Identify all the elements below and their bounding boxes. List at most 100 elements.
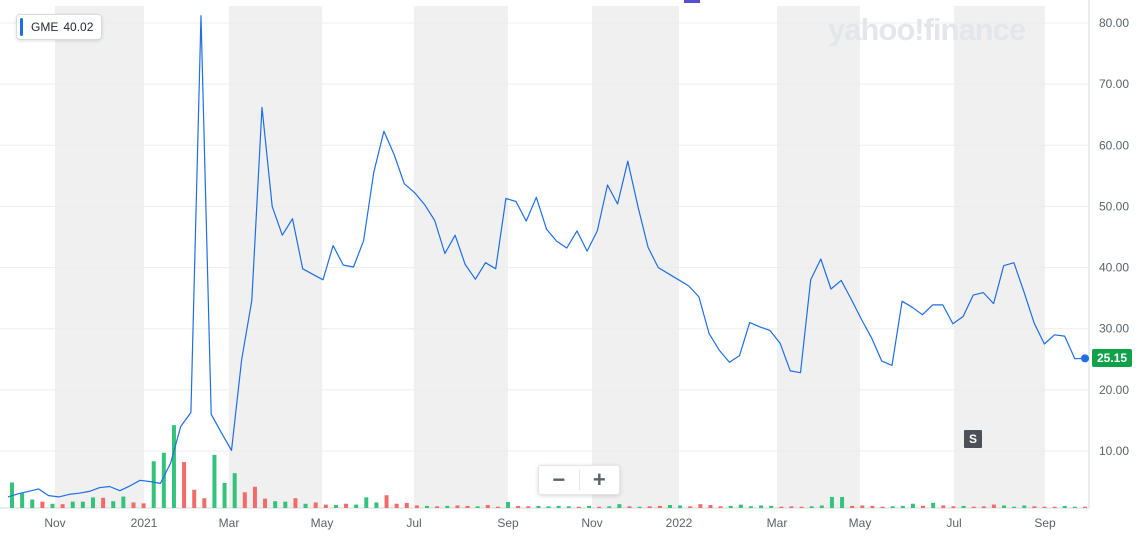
volume-bar	[485, 505, 490, 508]
zoom-out-button[interactable]: −	[552, 467, 566, 492]
volume-bar	[435, 506, 440, 508]
volume-bar	[90, 497, 95, 508]
volume-bar	[809, 506, 814, 508]
volume-bar	[1052, 506, 1057, 508]
volume-bar	[273, 501, 278, 508]
legend[interactable]: GME 40.02	[16, 14, 103, 40]
volume-bar	[759, 505, 764, 508]
shaded-band	[777, 6, 860, 508]
volume-bar	[546, 506, 551, 508]
volume-bar	[232, 473, 237, 508]
volume-bar	[951, 506, 956, 508]
volume-bar	[637, 506, 642, 508]
volume-bar	[900, 505, 905, 508]
price-series	[7, 15, 1089, 498]
volume-bar	[850, 505, 855, 508]
x-tick-label: 2022	[666, 516, 693, 530]
volume-bar	[819, 505, 824, 508]
shaded-band	[592, 6, 679, 508]
volume-bar	[202, 498, 207, 508]
volume-bar	[465, 505, 470, 508]
volume-bar	[890, 506, 895, 508]
volume-bar	[799, 506, 804, 508]
volume-bar	[1032, 506, 1037, 508]
volume-bar	[475, 506, 480, 508]
zoom-in-button[interactable]: +	[592, 467, 606, 492]
volume-bar	[354, 504, 359, 508]
volume-bar	[80, 501, 85, 508]
volume-bar	[1012, 506, 1017, 508]
volume-bar	[263, 498, 268, 508]
x-tick-label: Mar	[767, 516, 788, 530]
volume-bar	[171, 425, 176, 508]
volume-bar	[617, 504, 622, 508]
volume-bar	[344, 503, 349, 508]
shaded-band	[954, 6, 1045, 508]
x-axis: Nov 2021 Mar May Jul Sep Nov 2022 Mar May Jul Sep	[44, 516, 1056, 530]
volume-bar	[981, 506, 986, 508]
volume-bar	[50, 503, 55, 508]
price-line	[7, 15, 1086, 498]
volume-bar	[222, 482, 227, 508]
volume-bar	[445, 505, 450, 508]
volume-bar	[313, 502, 318, 508]
volume-bar	[60, 504, 65, 508]
volume-bar	[931, 502, 936, 508]
volume-bar	[779, 506, 784, 508]
volume-bar	[374, 502, 379, 508]
volume-bar	[131, 502, 136, 508]
x-tick-label: Sep	[1034, 516, 1056, 530]
volume-bar	[101, 497, 106, 508]
y-tick-label: 80.00	[1099, 16, 1129, 30]
volume-bar	[708, 505, 713, 508]
volume-bar	[182, 462, 187, 508]
zoom-divider	[578, 470, 580, 490]
x-tick-label: Jul	[406, 516, 421, 530]
volume-bar	[1083, 506, 1087, 508]
x-tick-label: Nov	[44, 516, 65, 530]
volume-bar	[151, 461, 156, 508]
volume-bar	[576, 506, 581, 508]
volume-bar	[678, 505, 683, 508]
y-tick-label: 10.00	[1099, 444, 1129, 458]
volume-bar	[647, 506, 652, 508]
x-tick-label: 2021	[131, 516, 158, 530]
x-tick-label: Jul	[946, 516, 961, 530]
volume-bar	[829, 496, 834, 508]
volume-bar	[333, 505, 338, 508]
x-tick-label: May	[311, 516, 334, 530]
volume-bar	[141, 503, 146, 508]
x-tick-label: May	[849, 516, 872, 530]
yahoo-finance-logo: yahoo!finance	[828, 12, 1026, 47]
y-tick-label: 30.00	[1099, 322, 1129, 336]
volume-bar	[566, 506, 571, 508]
legend-ticker: GME	[31, 20, 59, 34]
volume-bar	[789, 506, 794, 508]
volume-bar	[455, 505, 460, 508]
x-tick-label: Nov	[581, 516, 602, 530]
volume-bar	[384, 495, 389, 508]
volume-bar	[192, 489, 197, 508]
volume-bar	[556, 505, 561, 508]
volume-bar	[667, 505, 672, 508]
volume-bar	[252, 486, 257, 508]
split-event-badge[interactable]: S	[964, 430, 982, 448]
volume-bar	[283, 501, 288, 508]
last-price-dot	[1081, 354, 1089, 363]
grid-lines	[0, 0, 1090, 509]
volume-bar	[769, 505, 774, 508]
volume-bar	[303, 503, 308, 508]
volume-bar	[586, 505, 591, 508]
volume-bar	[1042, 506, 1047, 508]
y-tick-label: 50.00	[1099, 199, 1129, 213]
volume-bar	[242, 492, 247, 508]
volume-bar	[597, 506, 602, 508]
volume-bar	[880, 506, 885, 508]
volume-bar	[516, 505, 521, 508]
volume-bar	[293, 498, 298, 508]
last-price-tag: 25.15	[1092, 349, 1132, 367]
y-axis: 10.00 20.00 30.00 40.00 50.00 60.00 70.00 80.00	[1099, 16, 1129, 458]
volume-bar	[961, 505, 966, 508]
volume-bar	[70, 501, 75, 508]
volume-bar	[748, 506, 753, 508]
